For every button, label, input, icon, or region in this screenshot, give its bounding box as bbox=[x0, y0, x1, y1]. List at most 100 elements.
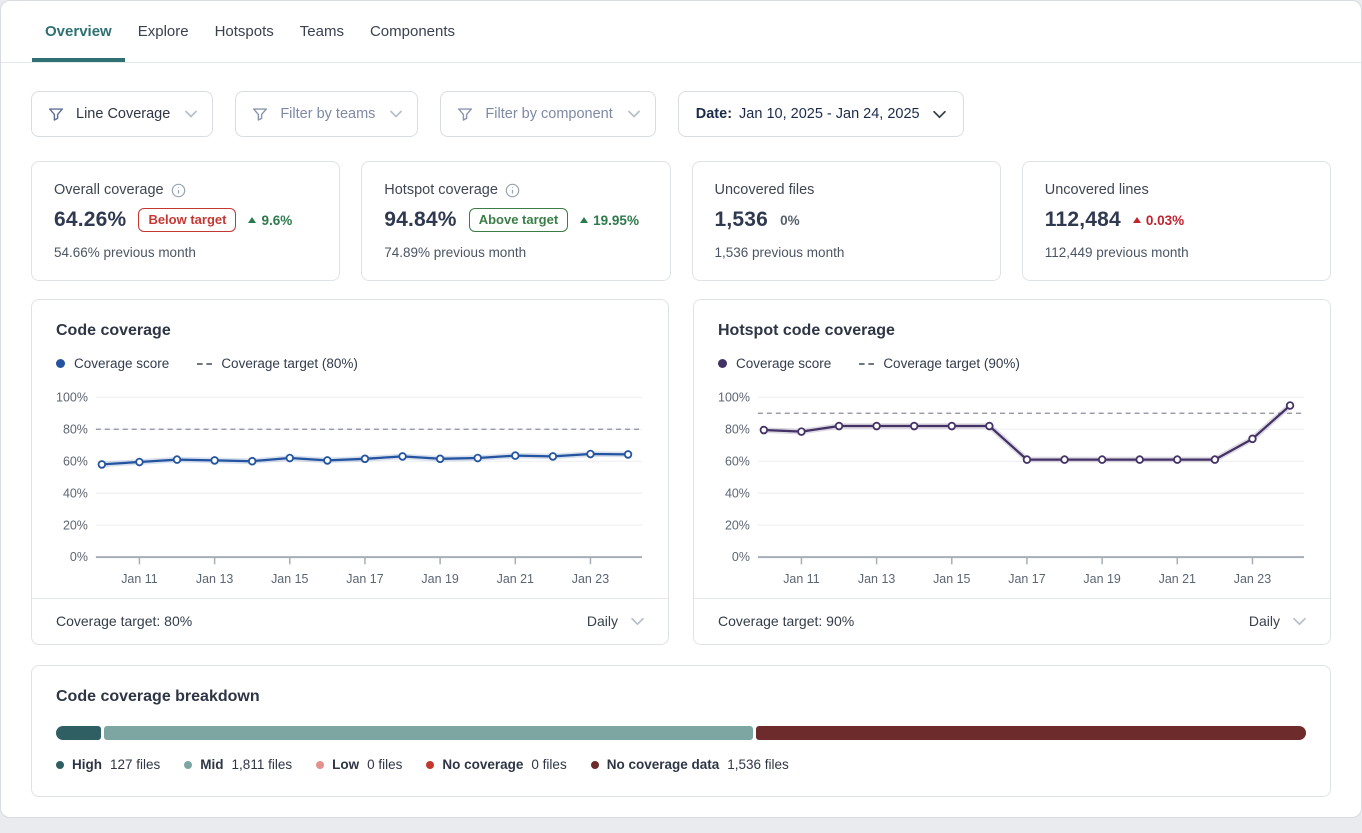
data-point[interactable] bbox=[1136, 456, 1143, 463]
interval-dropdown[interactable]: Daily bbox=[1249, 613, 1306, 629]
previous-month-note: 112,449 previous month bbox=[1045, 245, 1308, 260]
data-point[interactable] bbox=[512, 452, 519, 459]
breakdown-segment[interactable] bbox=[104, 726, 753, 740]
data-point[interactable] bbox=[1287, 402, 1294, 409]
data-point[interactable] bbox=[474, 455, 481, 462]
data-point[interactable] bbox=[1099, 456, 1106, 463]
legend-dash-icon bbox=[859, 363, 874, 365]
breakdown-legend-item: High127 files bbox=[56, 757, 160, 772]
dashboard-window: Overview Explore Hotspots Teams Componen… bbox=[0, 0, 1362, 818]
legend-dot-icon bbox=[718, 359, 727, 368]
data-point[interactable] bbox=[986, 423, 993, 430]
tab-hotspots[interactable]: Hotspots bbox=[202, 1, 287, 62]
data-point[interactable] bbox=[761, 427, 768, 434]
breakdown-segment[interactable] bbox=[756, 726, 1306, 740]
breakdown-legend-item: No coverage data1,536 files bbox=[591, 757, 789, 772]
stat-card-overall-coverage: Overall coverage 64.26% Below target 9.6… bbox=[31, 161, 340, 281]
data-point[interactable] bbox=[249, 458, 256, 465]
data-point[interactable] bbox=[873, 423, 880, 430]
svg-text:Jan 21: Jan 21 bbox=[1159, 572, 1196, 586]
status-badge: Above target bbox=[469, 208, 568, 232]
stat-card-uncovered-lines: Uncovered lines 112,484 0.03% 112,449 pr… bbox=[1022, 161, 1331, 281]
previous-month-note: 74.89% previous month bbox=[384, 245, 647, 260]
chevron-down-icon bbox=[628, 110, 640, 118]
tab-overview[interactable]: Overview bbox=[32, 1, 125, 62]
coverage-target-note: Coverage target: 90% bbox=[718, 613, 854, 629]
stat-label: Uncovered files bbox=[715, 182, 815, 198]
data-point[interactable] bbox=[211, 457, 218, 464]
delta-value: 19.95% bbox=[593, 213, 639, 228]
legend-label: Coverage score bbox=[736, 356, 831, 371]
legend-category-label: No coverage bbox=[442, 757, 523, 772]
stat-value: 64.26% bbox=[54, 208, 126, 232]
code-coverage-chart-card: Code coverage Coverage score Coverage ta… bbox=[31, 299, 669, 645]
breakdown-legend-item: Low 0 files bbox=[316, 757, 402, 772]
data-point[interactable] bbox=[1174, 456, 1181, 463]
info-icon[interactable] bbox=[171, 183, 186, 198]
data-point[interactable] bbox=[1249, 435, 1256, 442]
data-point[interactable] bbox=[587, 451, 594, 458]
data-point[interactable] bbox=[550, 453, 557, 460]
tab-teams[interactable]: Teams bbox=[287, 1, 357, 62]
legend-category-label: Low bbox=[332, 757, 359, 772]
stat-label: Uncovered lines bbox=[1045, 182, 1149, 198]
stat-value: 112,484 bbox=[1045, 208, 1121, 232]
data-point[interactable] bbox=[174, 456, 181, 463]
metric-filter-dropdown[interactable]: Line Coverage bbox=[31, 91, 213, 137]
data-point[interactable] bbox=[1024, 456, 1031, 463]
chart-legend: Coverage score Coverage target (90%) bbox=[718, 356, 1306, 371]
data-point[interactable] bbox=[399, 453, 406, 460]
component-filter-dropdown[interactable]: Filter by component bbox=[440, 91, 655, 137]
teams-filter-dropdown[interactable]: Filter by teams bbox=[235, 91, 418, 137]
teams-filter-label: Filter by teams bbox=[280, 106, 375, 122]
data-point[interactable] bbox=[1212, 456, 1219, 463]
svg-text:Jan 13: Jan 13 bbox=[196, 572, 233, 586]
svg-text:Jan 19: Jan 19 bbox=[1083, 572, 1120, 586]
legend-count-label: 127 files bbox=[110, 757, 160, 772]
filter-row: Line Coverage Filter by teams Filter by … bbox=[31, 91, 1331, 137]
data-point[interactable] bbox=[324, 457, 331, 464]
breakdown-segment[interactable] bbox=[56, 726, 101, 740]
svg-text:Jan 11: Jan 11 bbox=[783, 572, 819, 586]
metric-filter-label: Line Coverage bbox=[76, 106, 170, 122]
legend-dash-icon bbox=[197, 363, 212, 365]
legend-count-label: 1,811 files bbox=[232, 757, 293, 772]
svg-text:60%: 60% bbox=[725, 454, 750, 468]
chevron-down-icon bbox=[933, 110, 946, 119]
code-coverage-breakdown-card: Code coverage breakdown High127 filesMid… bbox=[31, 665, 1331, 797]
data-point[interactable] bbox=[99, 461, 106, 468]
data-point[interactable] bbox=[286, 455, 293, 462]
data-point[interactable] bbox=[948, 423, 955, 430]
data-point[interactable] bbox=[437, 455, 444, 462]
data-point[interactable] bbox=[362, 455, 369, 462]
interval-dropdown[interactable]: Daily bbox=[587, 613, 644, 629]
line-chart: 0%20%40%60%80%100%Jan 11Jan 13Jan 15Jan … bbox=[718, 387, 1306, 592]
legend-count-label: 0 files bbox=[367, 757, 402, 772]
tab-components[interactable]: Components bbox=[357, 1, 468, 62]
data-point[interactable] bbox=[1061, 456, 1068, 463]
svg-text:Jan 17: Jan 17 bbox=[346, 572, 383, 586]
tab-explore[interactable]: Explore bbox=[125, 1, 202, 62]
data-point[interactable] bbox=[136, 459, 143, 466]
legend-coverage-target: Coverage target (90%) bbox=[859, 356, 1020, 371]
breakdown-legend: High127 files Mid1,811 files Low 0 files No … bbox=[56, 757, 1306, 772]
data-point[interactable] bbox=[911, 423, 918, 430]
breakdown-legend-item: Mid1,811 files bbox=[184, 757, 292, 772]
date-range-dropdown[interactable]: Date: Jan 10, 2025 - Jan 24, 2025 bbox=[678, 91, 964, 137]
info-icon[interactable] bbox=[505, 183, 520, 198]
stat-label: Overall coverage bbox=[54, 182, 164, 198]
tab-bar: Overview Explore Hotspots Teams Componen… bbox=[1, 1, 1361, 63]
svg-text:Jan 15: Jan 15 bbox=[271, 572, 308, 586]
delta-indicator: 0% bbox=[780, 213, 800, 228]
svg-text:60%: 60% bbox=[63, 454, 88, 468]
svg-text:Jan 19: Jan 19 bbox=[421, 572, 458, 586]
svg-text:Jan 23: Jan 23 bbox=[1234, 572, 1271, 586]
stat-value: 94.84% bbox=[384, 208, 456, 232]
data-point[interactable] bbox=[836, 423, 843, 430]
data-point[interactable] bbox=[798, 428, 805, 435]
interval-label: Daily bbox=[1249, 613, 1280, 629]
previous-month-note: 54.66% previous month bbox=[54, 245, 317, 260]
svg-text:20%: 20% bbox=[725, 518, 750, 532]
chart-title: Code coverage bbox=[56, 322, 644, 340]
data-point[interactable] bbox=[625, 451, 632, 458]
